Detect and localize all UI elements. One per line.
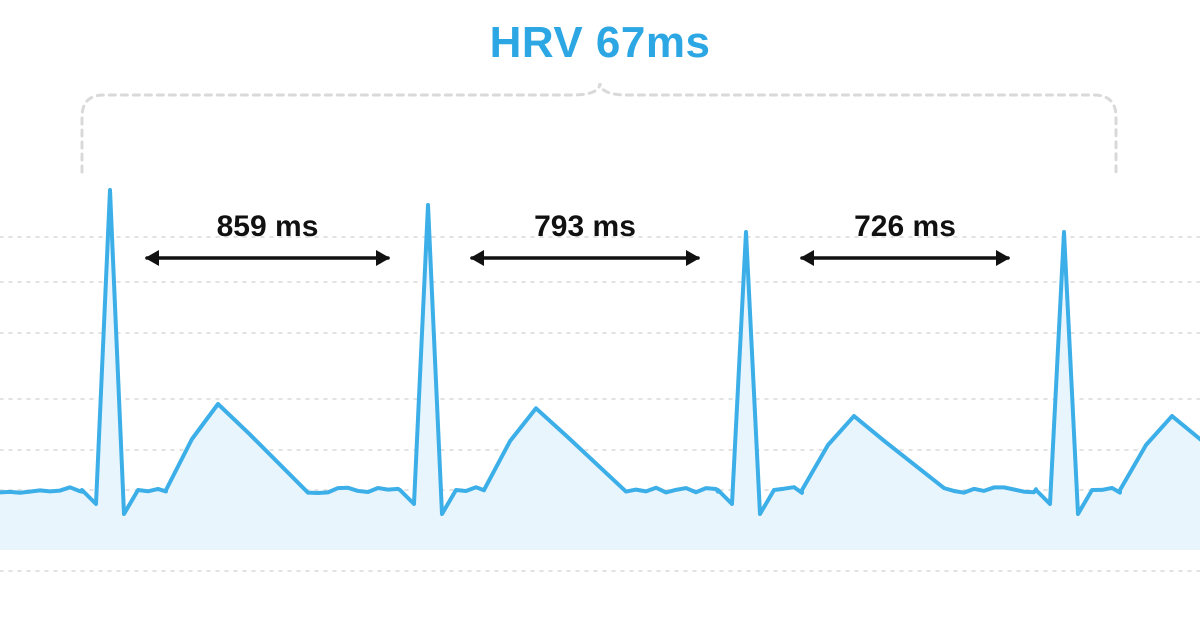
interval-label: 793 ms (534, 210, 636, 244)
interval-label: 859 ms (217, 210, 319, 244)
hrv-title: HRV 67ms (0, 18, 1200, 68)
interval-label: 726 ms (854, 210, 956, 244)
diagram-canvas (0, 0, 1200, 628)
hrv-diagram: HRV 67ms 859 ms 793 ms 726 ms (0, 0, 1200, 628)
